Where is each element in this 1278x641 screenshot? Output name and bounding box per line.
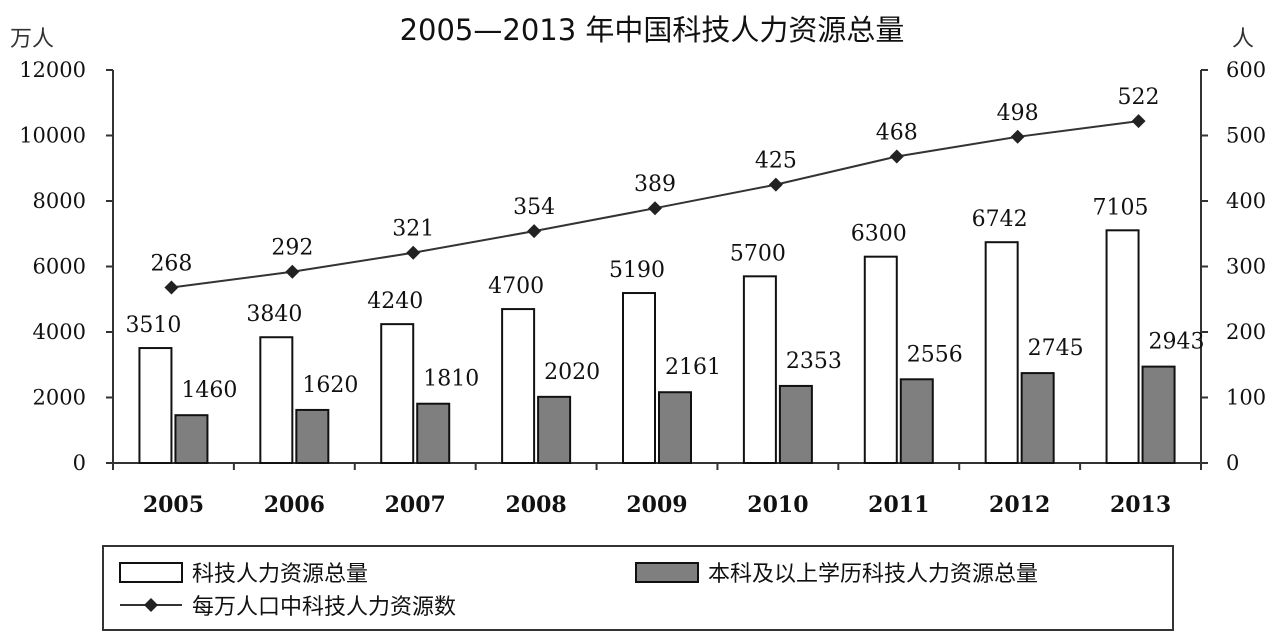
legend-swatch-series-2 xyxy=(635,562,699,583)
bar-label-series-1: 3510 xyxy=(125,313,181,338)
bar-series-2 xyxy=(295,408,330,465)
bar-label-series-1: 4240 xyxy=(367,289,423,314)
bars xyxy=(138,229,1176,465)
x-tick-label: 2011 xyxy=(868,492,929,518)
x-tick-label: 2010 xyxy=(747,492,808,518)
legend-swatch-series-1 xyxy=(119,562,183,583)
bar-series-1 xyxy=(622,292,656,464)
line-point-label: 321 xyxy=(392,217,434,242)
bar-series-1 xyxy=(138,347,173,464)
bar-series-1 xyxy=(984,241,1019,464)
right-axis-unit: 人 xyxy=(1232,27,1254,52)
bar-label-series-1: 6742 xyxy=(972,207,1028,232)
bar-series-1 xyxy=(380,323,415,465)
bar-series-2 xyxy=(1020,372,1055,465)
bar-series-2 xyxy=(537,395,572,464)
bar-label-series-2: 1460 xyxy=(181,378,237,403)
chart-title: 2005—2013 年中国科技人力资源总量 xyxy=(400,13,905,47)
right-tick-label: 300 xyxy=(1226,255,1266,279)
bar-label-series-1: 6300 xyxy=(851,222,907,247)
bar-label-series-2: 1810 xyxy=(423,367,479,392)
x-tick-label: 2012 xyxy=(989,492,1050,518)
legend-swatch-series-3-marker xyxy=(144,598,158,612)
bar-label-series-2: 2556 xyxy=(907,342,963,367)
bar-label-series-1: 7105 xyxy=(1093,195,1149,220)
legend-frame xyxy=(102,545,1174,631)
bar-label-series-1: 4700 xyxy=(488,274,544,299)
bar-series-2 xyxy=(416,402,451,465)
line-point xyxy=(1131,114,1146,129)
left-axis-unit: 万人 xyxy=(10,27,54,52)
left-tick-label: 0 xyxy=(73,451,86,475)
x-tick-label: 2005 xyxy=(143,492,204,518)
bar-series-1 xyxy=(1105,229,1140,464)
left-tick-label: 12000 xyxy=(19,58,86,82)
x-tick-label: 2008 xyxy=(505,492,566,518)
bar-series-2 xyxy=(1141,365,1176,465)
line-series xyxy=(164,114,1146,295)
bar-label-series-2: 2353 xyxy=(786,349,842,374)
line-point-label: 292 xyxy=(271,236,313,261)
bar-series-1 xyxy=(259,336,294,464)
left-tick-label: 2000 xyxy=(33,386,86,410)
right-tick-label: 600 xyxy=(1226,58,1266,82)
bar-series-2 xyxy=(174,414,209,464)
left-tick-label: 4000 xyxy=(33,320,86,344)
bar-label-series-1: 3840 xyxy=(246,302,302,327)
right-tick-label: 200 xyxy=(1226,320,1266,344)
line-point xyxy=(285,264,300,279)
line-point xyxy=(648,201,662,216)
line-point xyxy=(1010,129,1025,144)
bar-series-1 xyxy=(863,255,898,464)
legend-label-series-3: 每万人口中科技人力资源数 xyxy=(192,595,456,620)
left-tick-label: 8000 xyxy=(33,189,86,213)
line-point xyxy=(406,245,421,260)
right-tick-label: 100 xyxy=(1226,386,1266,410)
bar-series-1 xyxy=(501,308,536,465)
line-point-label: 354 xyxy=(513,195,555,220)
bar-series-2 xyxy=(899,378,934,464)
line-point-label: 425 xyxy=(755,149,797,174)
line-point xyxy=(768,177,783,192)
bar-label-series-2: 2943 xyxy=(1149,330,1205,355)
line-point xyxy=(164,280,179,295)
line-point-label: 522 xyxy=(1118,85,1160,110)
line-point-label: 498 xyxy=(997,101,1039,126)
legend: 科技人力资源总量 本科及以上学历科技人力资源总量 每万人口中科技人力资源数 xyxy=(102,545,1174,631)
axes: 0 2000 4000 6000 8000 10000 12000 0 100 200 300 400… xyxy=(19,58,1266,518)
x-tick-label: 2006 xyxy=(264,492,325,518)
x-tick-label: 2007 xyxy=(385,492,446,518)
bar-series-2 xyxy=(778,384,813,464)
left-tick-label: 10000 xyxy=(19,124,86,148)
legend-label-series-2: 本科及以上学历科技人力资源总量 xyxy=(708,562,1038,587)
right-tick-label: 400 xyxy=(1226,189,1266,213)
bar-label-series-2: 1620 xyxy=(302,373,358,398)
bar-label-series-2: 2745 xyxy=(1028,336,1084,361)
line-point-label: 389 xyxy=(634,172,676,197)
line-point-label: 268 xyxy=(150,251,192,276)
x-tick-label: 2009 xyxy=(626,492,687,518)
bar-series-1 xyxy=(742,275,777,465)
bar-label-series-2: 2020 xyxy=(544,360,600,385)
line-point xyxy=(889,149,904,164)
legend-label-series-1: 科技人力资源总量 xyxy=(192,562,368,587)
right-tick-label: 0 xyxy=(1226,451,1239,475)
bar-label-series-1: 5700 xyxy=(730,241,786,266)
bar-series-2 xyxy=(658,391,692,465)
x-tick-label: 2013 xyxy=(1110,492,1171,518)
line-point xyxy=(527,224,542,239)
left-tick-label: 6000 xyxy=(33,255,86,279)
line-point-label: 468 xyxy=(876,120,918,145)
right-tick-label: 500 xyxy=(1226,124,1266,148)
bar-label-series-1: 5190 xyxy=(609,258,665,283)
data-labels: 3510 1460 3840 1620 4240 1810 4700 2020 5190 2161… xyxy=(125,85,1204,403)
bar-label-series-2: 2161 xyxy=(665,355,721,380)
